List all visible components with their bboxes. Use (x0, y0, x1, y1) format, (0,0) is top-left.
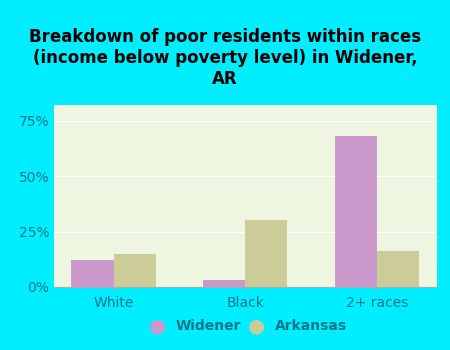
Bar (203, 280, 245, 287)
Bar (245, 220, 288, 287)
Text: Breakdown of poor residents within races
(income below poverty level) in Widener: Breakdown of poor residents within races… (29, 28, 421, 88)
Bar (335, 136, 377, 287)
Text: ●: ● (248, 316, 265, 335)
Bar (377, 252, 419, 287)
Bar (72, 260, 113, 287)
Bar (113, 254, 156, 287)
Text: Widener: Widener (176, 318, 241, 332)
Text: Arkansas: Arkansas (274, 318, 346, 332)
Text: ●: ● (149, 316, 166, 335)
